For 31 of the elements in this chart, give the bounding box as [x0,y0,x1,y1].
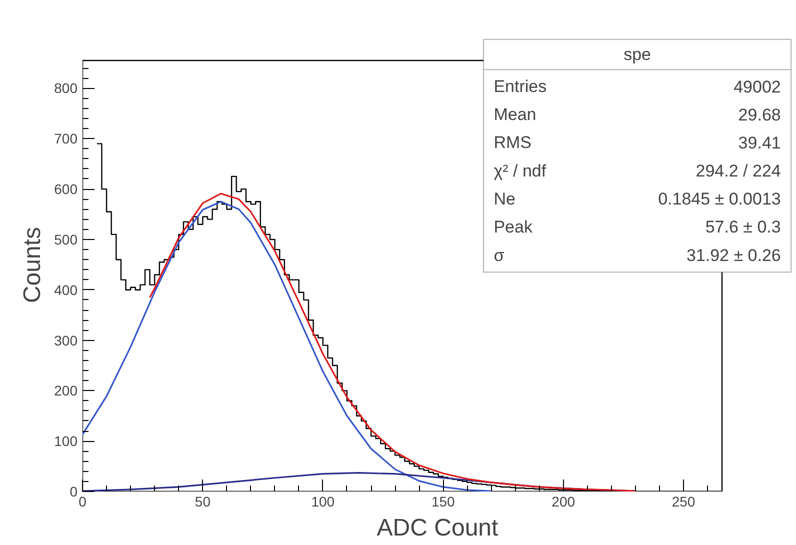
y-tick-label: 600 [54,181,78,198]
x-tick-label: 250 [672,494,696,510]
text: 39.41 [738,134,781,153]
annotation: χ² / ndf [494,161,546,180]
text: 49002 [734,77,781,96]
y-tick-label: 100 [54,433,78,450]
x-tick-label: 200 [552,494,576,510]
x-tick-label: 100 [311,494,335,510]
annotation: RMS [494,133,532,152]
x-tick-label: 150 [431,494,456,510]
text: 29.68 [738,106,781,125]
annotation: 57.6 ± 0.3 [705,218,781,237]
annotation: spe [624,44,651,64]
annotation: Mean [494,105,536,124]
y-tick-label: 200 [54,382,78,399]
annotation: 0.1845 ± 0.0013 [658,189,781,208]
y-tick-label: 500 [54,231,78,248]
y-tick-label: 0 [70,484,78,500]
annotation: Ne [494,189,516,208]
annotation: σ [494,246,505,265]
x-axis-title: ADC Count [376,514,499,542]
y-axis-title: Counts [19,226,46,304]
annotation: 294.2 / 224 [696,161,781,180]
annotation: Entries [494,76,547,96]
y-tick-label: 400 [54,282,78,298]
y-tick-label: 800 [54,80,78,96]
y-tick-label: 700 [54,130,78,147]
annotation: 31.92 ± 0.26 [686,246,781,265]
annotation: Peak [494,218,533,237]
x-tick-label: 50 [194,494,211,510]
y-tick-label: 300 [54,332,78,348]
